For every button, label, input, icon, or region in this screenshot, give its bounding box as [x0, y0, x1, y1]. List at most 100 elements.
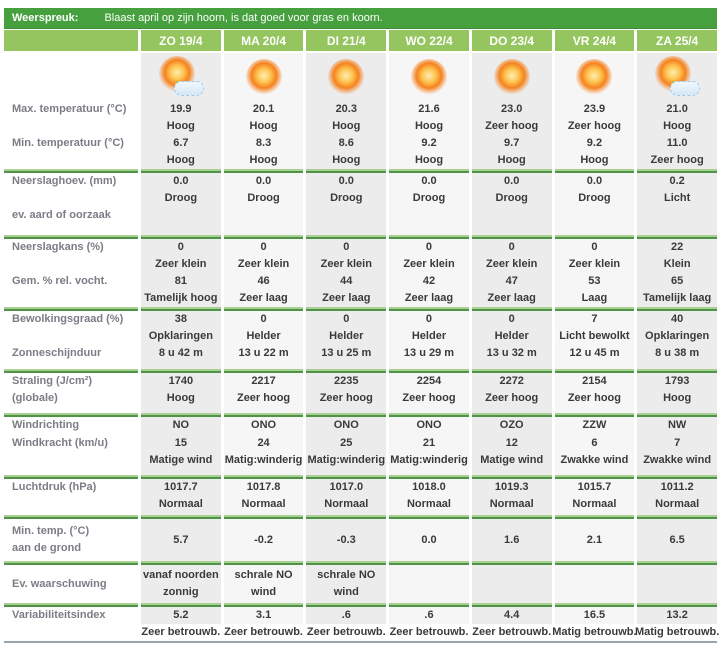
- section-divider: [471, 475, 552, 479]
- section-divider: [141, 413, 221, 417]
- forecast-cell: 16.5: [554, 607, 635, 624]
- sun-cloud-icon: [654, 56, 701, 98]
- section-divider: [389, 475, 469, 479]
- forecast-cell: [637, 207, 717, 235]
- forecast-cell: 21.6 Hoog: [389, 101, 469, 135]
- forecast-cell: 42 Zeer laag: [389, 273, 469, 307]
- forecast-cell: 13.2: [637, 607, 717, 624]
- section-divider: [471, 561, 552, 565]
- forecast-cell: NO: [141, 417, 221, 435]
- forecast-cell: 1017.8 Normaal: [223, 479, 304, 515]
- day-header: MA 20/4: [223, 30, 304, 51]
- forecast-cell: 8.6 Hoog: [306, 135, 387, 169]
- forecast-cell: 6.7 Hoog: [141, 135, 221, 169]
- section-divider: [4, 561, 138, 565]
- section-divider: [471, 603, 552, 607]
- section-divider: [637, 169, 717, 173]
- section-divider: [389, 169, 469, 173]
- forecast-cell: 21 Matig:winderig: [389, 435, 469, 475]
- forecast-table: ZO 19/4 MA 20/4 DI 21/4 WO 22/4 DO 23/4 VR 24…: [4, 30, 719, 640]
- section-divider: [223, 413, 304, 417]
- forecast-cell: [141, 207, 221, 235]
- forecast-cell: 1015.7 Normaal: [554, 479, 635, 515]
- section-divider: [141, 515, 221, 519]
- forecast-cell: 3.1: [223, 607, 304, 624]
- forecast-cell: 25 Matig:winderig: [306, 435, 387, 475]
- forecast-cell: 15 Matige wind: [141, 435, 221, 475]
- forecast-cell: 40 Opklaringen: [637, 311, 717, 345]
- forecast-cell: 47 Zeer laag: [471, 273, 552, 307]
- forecast-cell: [389, 207, 469, 235]
- forecast-cell: [637, 565, 717, 603]
- day-header: WO 22/4: [389, 30, 469, 51]
- forecast-cell: 8 u 42 m: [141, 345, 221, 369]
- section-divider: [306, 475, 387, 479]
- forecast-cell: .6: [306, 607, 387, 624]
- row-label: Gem. % rel. vocht.: [4, 273, 138, 307]
- reliability-label: Zeer betrouwb.: [389, 626, 469, 638]
- forecast-cell: 9.7 Hoog: [471, 135, 552, 169]
- reliability-label: Matig betrouwb.: [552, 626, 637, 638]
- forecast-cell: 13 u 25 m: [306, 345, 387, 369]
- section-divider: [554, 515, 635, 519]
- section-divider: [389, 307, 469, 311]
- section-divider: [4, 515, 138, 519]
- forecast-cell: [471, 565, 552, 603]
- sun-cloud-icon: [158, 56, 204, 98]
- forecast-cell: 44 Zeer laag: [306, 273, 387, 307]
- section-divider: [141, 475, 221, 479]
- section-divider: [306, 515, 387, 519]
- section-divider: [637, 561, 717, 565]
- forecast-cell: OZO: [471, 417, 552, 435]
- row-label: Windrichting: [4, 417, 138, 435]
- section-divider: [637, 603, 717, 607]
- section-divider: [223, 561, 304, 565]
- forecast-cell: 1019.3 Normaal: [471, 479, 552, 515]
- sun-glyph: [328, 59, 365, 95]
- section-divider: [4, 235, 138, 239]
- section-divider: [141, 369, 221, 373]
- sun-icon: [489, 56, 535, 98]
- forecast-cell: ONO: [223, 417, 304, 435]
- section-divider: [471, 413, 552, 417]
- forecast-cell: 22 Klein: [637, 239, 717, 273]
- day-header-spacer: [4, 30, 138, 51]
- section-divider: [637, 235, 717, 239]
- section-divider: [389, 561, 469, 565]
- forecast-cell: -0.3: [306, 519, 387, 561]
- sun-glyph: [410, 59, 447, 95]
- forecast-cell: 2154 Zeer hoog: [554, 373, 635, 413]
- cloud-glyph: [670, 81, 701, 96]
- forecast-cell: 0 Zeer klein: [141, 239, 221, 273]
- sun-icon: [571, 56, 617, 98]
- row-label: ev. aard of oorzaak: [4, 207, 138, 235]
- section-divider: [4, 307, 138, 311]
- forecast-cell: 0.0 Droog: [554, 173, 635, 207]
- forecast-cell: 8 u 38 m: [637, 345, 717, 369]
- row-label: Variabiliteitsindex: [4, 607, 138, 624]
- section-divider: [471, 169, 552, 173]
- proverb-bar: Weerspreuk: Blaast april op zijn hoorn, …: [4, 8, 717, 29]
- forecast-cell: 1017.0 Normaal: [306, 479, 387, 515]
- section-divider: [4, 603, 138, 607]
- forecast-cell: .6: [389, 607, 469, 624]
- forecast-cell: 1.6: [471, 519, 552, 561]
- forecast-cell: -0.2: [223, 519, 304, 561]
- section-divider: [554, 413, 635, 417]
- section-divider: [4, 413, 138, 417]
- section-divider: [306, 603, 387, 607]
- forecast-cell: [554, 565, 635, 603]
- sun-glyph: [493, 59, 530, 95]
- forecast-cell: schrale NO wind: [306, 565, 387, 603]
- forecast-cell: 0 Helder: [306, 311, 387, 345]
- forecast-cell: 5.2: [141, 607, 221, 624]
- section-divider: [554, 369, 635, 373]
- forecast-cell: 0.0 Droog: [471, 173, 552, 207]
- forecast-cell: 46 Zeer laag: [223, 273, 304, 307]
- weather-icon-cell: [389, 51, 469, 101]
- weather-icon-cell: [223, 51, 304, 101]
- day-header: ZO 19/4: [141, 30, 221, 51]
- forecast-cell: 1793 Hoog: [637, 373, 717, 413]
- section-divider: [306, 369, 387, 373]
- forecast-cell: schrale NO wind: [223, 565, 304, 603]
